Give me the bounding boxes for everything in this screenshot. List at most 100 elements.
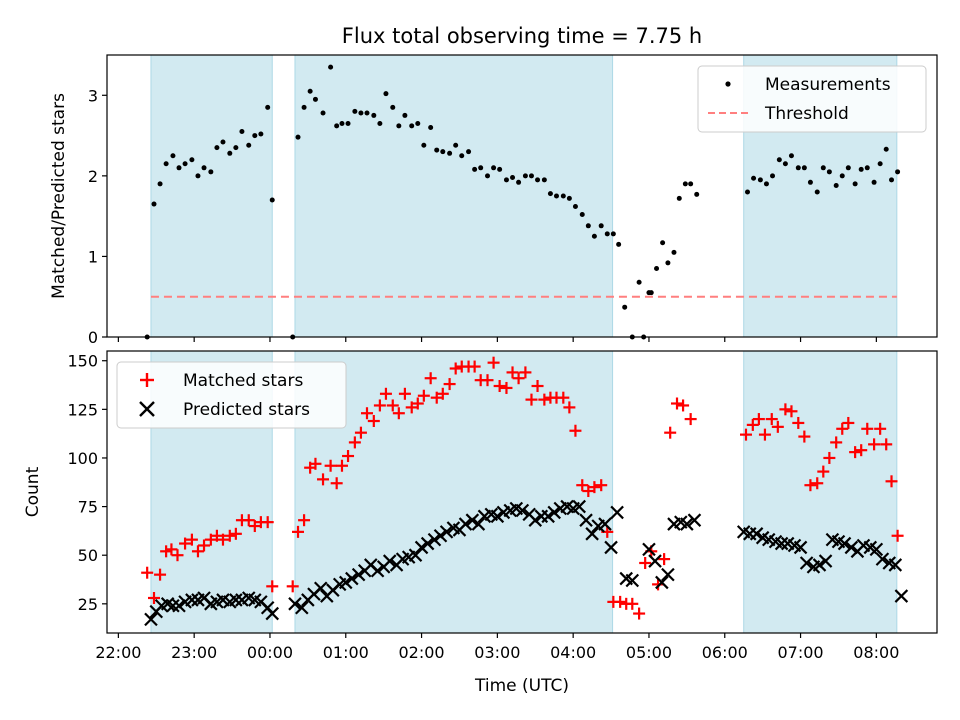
- matched-stars-point: [487, 356, 500, 369]
- bottom-shaded-region-3: [743, 350, 898, 634]
- predicted-stars-point: [661, 567, 675, 582]
- measurement-point: [807, 179, 813, 185]
- measurement-point: [665, 260, 671, 266]
- top-shaded-region-1: [150, 54, 273, 338]
- measurement-point: [636, 279, 642, 285]
- predicted-stars-point: [427, 532, 442, 547]
- predicted-stars-point: [465, 513, 480, 527]
- matched-stars-point: [424, 372, 437, 385]
- predicted-stars-point: [585, 527, 599, 541]
- matched-stars-point: [179, 537, 192, 550]
- measurement-point: [447, 150, 453, 156]
- measurement-point: [258, 131, 264, 137]
- measurement-point: [510, 174, 516, 180]
- measurement-point: [358, 110, 364, 116]
- matched-stars-point: [557, 391, 570, 404]
- matched-stars-point: [204, 533, 217, 546]
- legend-marker-predicted: [139, 401, 155, 417]
- matched-stars-point: [242, 514, 255, 527]
- bottom-panel: 22:00 23:00 00:00 01:00 02:00 03:00 04:00 05:00…: [23, 350, 938, 662]
- measurement-point: [682, 181, 688, 187]
- matched-stars-point: [141, 566, 154, 579]
- matched-stars-point: [223, 529, 236, 542]
- measurement-point: [201, 165, 207, 171]
- measurement-point: [383, 91, 389, 97]
- bottom-y-tick-label: 125: [67, 400, 98, 419]
- measurement-point: [814, 189, 820, 195]
- matched-stars-point: [309, 457, 322, 470]
- legend-label-threshold: Threshold: [764, 104, 849, 124]
- matched-stars-point: [147, 591, 160, 604]
- measurement-point: [157, 181, 163, 187]
- matched-stars-point: [436, 387, 449, 400]
- measurement-point: [770, 173, 776, 179]
- measurement-point: [428, 125, 434, 131]
- measurement-point: [151, 201, 157, 207]
- measurement-point: [307, 88, 313, 94]
- predicted-stars-point: [869, 542, 884, 557]
- predicted-stars-point: [265, 606, 280, 621]
- bottom-y-tick-label: 150: [67, 352, 98, 371]
- measurement-point: [214, 145, 220, 151]
- measurement-point: [466, 149, 472, 155]
- measurement-point: [541, 177, 547, 183]
- measurement-point: [195, 173, 201, 179]
- bottom-legend: Matched stars Predicted stars: [116, 361, 347, 429]
- bottom-panel-frame: [106, 350, 938, 634]
- matched-stars-point: [771, 420, 784, 433]
- matched-stars-point: [582, 485, 595, 498]
- x-tick-label: 23:00: [171, 643, 217, 662]
- measurement-point: [877, 161, 883, 167]
- measurement-point: [453, 142, 459, 148]
- matched-stars-point: [746, 418, 759, 431]
- matched-stars-point: [191, 545, 204, 558]
- matched-stars-point: [512, 372, 525, 385]
- matched-stars-point: [885, 475, 898, 488]
- matched-stars-point: [354, 426, 367, 439]
- bottom-legend-box: [116, 361, 347, 429]
- measurement-point: [516, 179, 522, 185]
- matched-stars-point: [891, 529, 904, 542]
- predicted-stars-point: [812, 558, 827, 572]
- measurement-point: [390, 104, 396, 110]
- matched-stars-point: [411, 397, 424, 410]
- predicted-stars-point: [414, 540, 429, 555]
- matched-stars-point: [261, 516, 274, 529]
- measurement-point: [694, 191, 700, 197]
- measurement-point: [265, 104, 271, 110]
- predicted-stars-point: [837, 536, 852, 551]
- measurement-point: [535, 177, 541, 183]
- matched-stars-point: [506, 366, 519, 379]
- matched-stars-point: [317, 473, 330, 486]
- matched-stars-point: [658, 553, 671, 566]
- legend-label-predicted: Predicted stars: [183, 400, 310, 420]
- matched-stars-point: [652, 578, 665, 591]
- matched-stars-point: [830, 436, 843, 449]
- matched-stars-point: [292, 525, 305, 538]
- matched-stars-point: [360, 407, 373, 420]
- measurement-point: [459, 153, 465, 159]
- measurement-point: [604, 231, 610, 237]
- matched-stars-point: [765, 413, 778, 426]
- matched-stars-point: [386, 399, 399, 412]
- matched-stars-point: [449, 362, 462, 375]
- predicted-stars-point: [185, 593, 199, 607]
- x-tick-label: 05:00: [626, 643, 672, 662]
- measurement-point: [163, 161, 169, 167]
- legend-marker-matched: [140, 373, 154, 387]
- predicted-stars-point: [793, 540, 808, 555]
- measurement-point: [560, 193, 566, 199]
- matched-stars-point: [874, 422, 887, 435]
- matched-stars-point: [758, 428, 771, 441]
- measurement-point: [852, 181, 858, 187]
- predicted-stars-point: [351, 567, 366, 582]
- matched-stars-point: [171, 549, 184, 562]
- predicted-stars-point: [408, 548, 423, 562]
- matched-stars-point: [595, 479, 608, 492]
- top-y-tick-label: 1: [88, 247, 98, 266]
- measurement-point: [312, 96, 318, 102]
- matched-stars-point: [849, 446, 862, 459]
- measurement-point: [208, 169, 214, 175]
- matched-stars-point: [811, 477, 824, 490]
- top-legend-box: [697, 65, 927, 133]
